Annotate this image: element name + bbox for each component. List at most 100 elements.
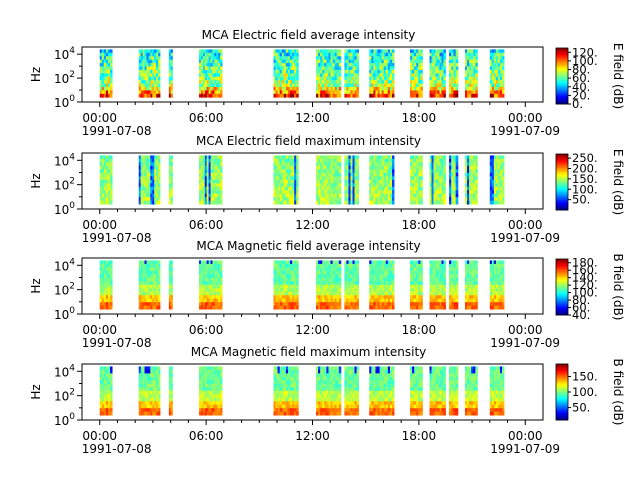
heatmap-cell (455, 179, 459, 184)
heatmap-cell (108, 380, 111, 385)
heatmap-cell (208, 59, 211, 64)
heatmap-cell (140, 197, 143, 202)
heatmap-cell (350, 158, 353, 163)
heatmap-cell (200, 176, 204, 181)
heatmap-cell (449, 176, 452, 181)
heatmap-cell (350, 86, 353, 91)
heatmap-cell (287, 172, 291, 177)
heatmap-cell (336, 260, 340, 265)
heatmap-cell (105, 380, 109, 385)
heatmap-cell (210, 176, 213, 181)
heatmap-cell (371, 179, 374, 184)
heatmap-cell (369, 179, 372, 184)
heatmap-cell (170, 302, 173, 307)
heatmap-cell (471, 63, 474, 67)
heatmap-cell (212, 73, 215, 78)
heatmap-cell (344, 158, 347, 163)
heatmap-cell (210, 305, 213, 310)
heatmap-cell (354, 158, 357, 163)
heatmap-cell (216, 193, 219, 198)
heatmap-cell (316, 295, 319, 300)
heatmap-cell (350, 284, 353, 289)
heatmap-cell (150, 83, 153, 88)
heatmap-cell (410, 83, 413, 88)
heatmap-cell (158, 366, 161, 371)
heatmap-cell (156, 404, 159, 409)
heatmap-cell (489, 263, 493, 268)
heatmap-cell (290, 69, 293, 74)
heatmap-cell (469, 158, 472, 163)
heatmap-cell (467, 176, 470, 181)
heatmap-cell (328, 281, 331, 286)
heatmap-cell (208, 83, 211, 88)
heatmap-cell (156, 197, 159, 202)
heatmap-cell (334, 69, 338, 74)
heatmap-cell (381, 155, 385, 160)
colorbar-swatch (556, 275, 568, 278)
heatmap-cell (285, 260, 289, 265)
heatmap-cell (429, 73, 432, 78)
heatmap-cell (455, 183, 459, 188)
heatmap-cell (346, 162, 349, 167)
heatmap-cell (336, 281, 340, 286)
heatmap-cell (99, 397, 103, 402)
heatmap-cell (214, 86, 217, 91)
colorbar-swatch (556, 166, 568, 169)
colorbar-swatch (556, 99, 568, 102)
heatmap-cell (168, 281, 172, 286)
heatmap-cell (418, 193, 421, 198)
heatmap-cell (279, 155, 283, 160)
heatmap-cell (140, 193, 143, 198)
heatmap-cell (110, 267, 113, 272)
heatmap-cell (369, 263, 372, 268)
heatmap-cell (473, 190, 476, 195)
heatmap-cell (158, 408, 161, 413)
heatmap-cell (277, 305, 281, 310)
data-segment (344, 155, 359, 205)
heatmap-cell (108, 387, 111, 392)
heatmap-cell (338, 302, 342, 307)
heatmap-cell (443, 274, 446, 279)
heatmap-cell (334, 183, 338, 188)
heatmap-cell (373, 263, 376, 268)
heatmap-cell (495, 63, 499, 67)
heatmap-cell (441, 73, 444, 78)
heatmap-cell (324, 69, 327, 74)
heatmap-cell (410, 63, 413, 67)
heatmap-cell (103, 73, 107, 78)
heatmap-cell (206, 284, 210, 289)
heatmap-cell (140, 52, 143, 57)
heatmap-cell (412, 200, 415, 205)
heatmap-cell (103, 176, 107, 181)
heatmap-cell (152, 186, 155, 191)
heatmap-cell (352, 295, 355, 300)
heatmap-cell (410, 305, 413, 310)
heatmap-cell (350, 281, 353, 286)
heatmap-cell (101, 411, 105, 416)
heatmap-cell (420, 179, 423, 184)
heatmap-cell (455, 274, 459, 279)
heatmap-cell (292, 162, 295, 167)
heatmap-cell (493, 260, 497, 265)
heatmap-cell (379, 281, 383, 286)
heatmap-cell (495, 169, 499, 174)
heatmap-cell (150, 376, 153, 381)
heatmap-cell (281, 172, 285, 177)
heatmap-cell (420, 162, 423, 167)
heatmap-cell (429, 274, 432, 279)
heatmap-cell (414, 49, 417, 54)
heatmap-cell (464, 52, 468, 57)
heatmap-cell (103, 277, 107, 282)
heatmap-cell (429, 197, 432, 202)
heatmap-cell (208, 193, 211, 198)
heatmap-cell (497, 288, 501, 293)
colorbar-swatch (556, 193, 568, 195)
colorbar-swatch (556, 154, 568, 156)
heatmap-cell (204, 165, 208, 170)
heatmap-cell (373, 295, 376, 300)
heatmap-cell (202, 267, 206, 272)
heatmap-cell (105, 59, 109, 64)
heatmap-cell (273, 76, 276, 81)
heatmap-cell (150, 288, 153, 293)
heatmap-cell (464, 274, 468, 279)
